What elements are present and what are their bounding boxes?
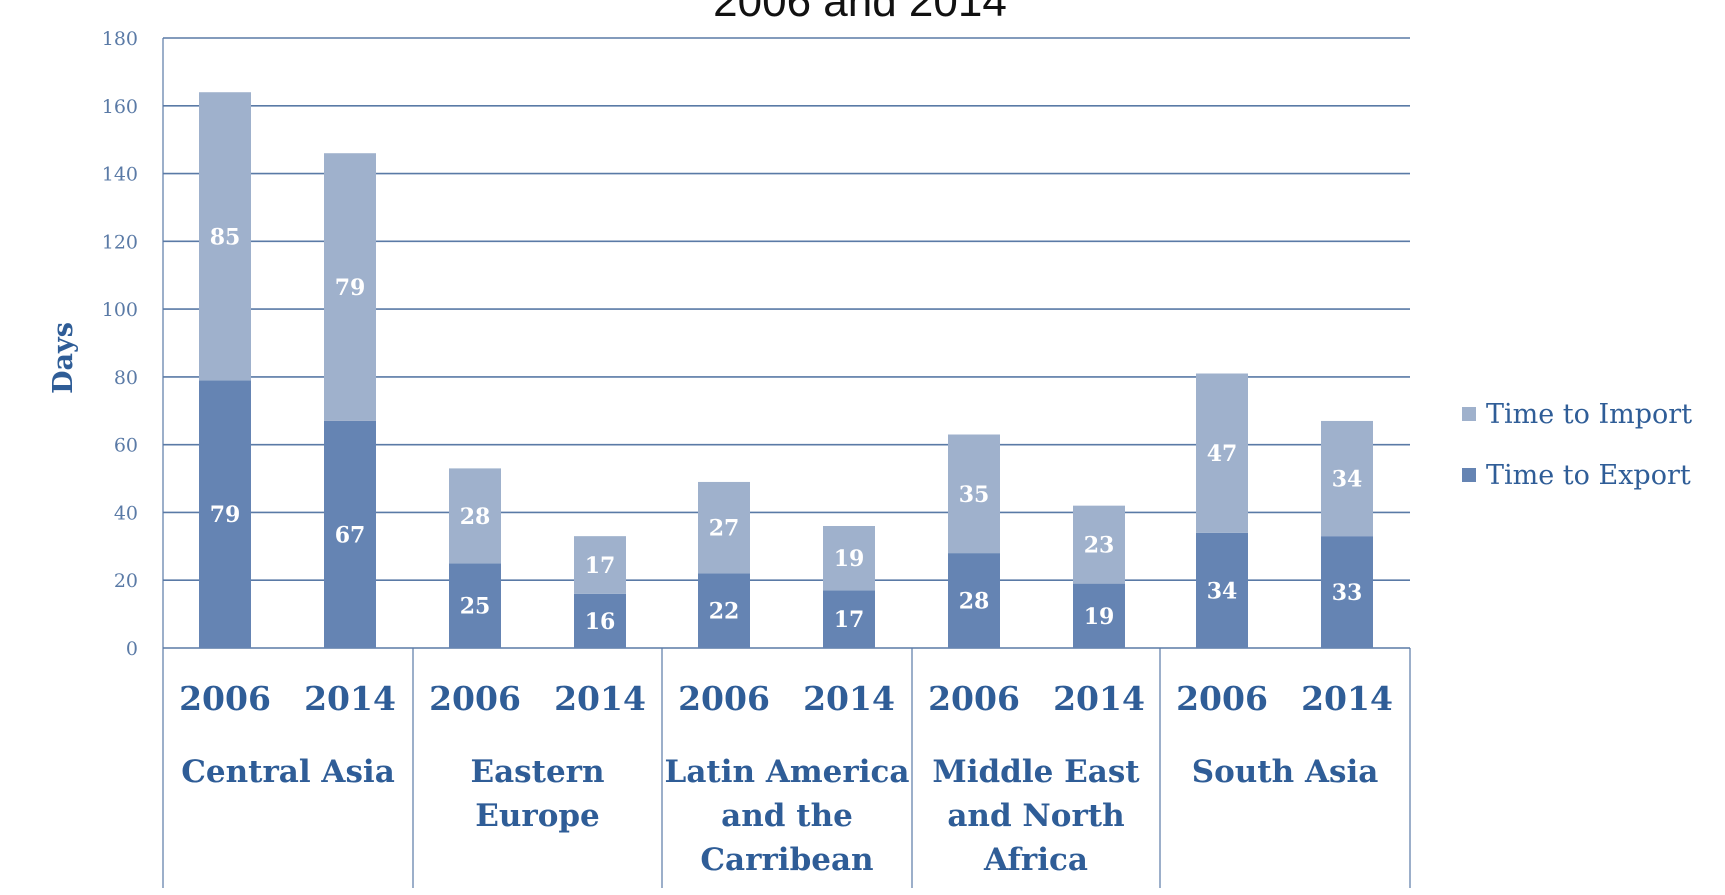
data-label-import: 19	[834, 546, 865, 572]
x-tick-year: 2006	[1176, 679, 1268, 718]
x-group-label: Carribean	[700, 842, 873, 878]
x-tick-year: 2014	[803, 679, 895, 718]
x-group-label: Middle East	[932, 754, 1140, 790]
data-label-import: 47	[1207, 441, 1238, 467]
legend-swatch	[1462, 468, 1476, 482]
x-tick-year: 2014	[554, 679, 646, 718]
x-tick-year: 2014	[1301, 679, 1393, 718]
x-tick-year: 2006	[928, 679, 1020, 718]
y-tick-label: 60	[114, 435, 138, 457]
y-tick-label: 80	[114, 367, 138, 389]
x-group-label: Africa	[983, 842, 1088, 878]
data-label-import: 35	[959, 482, 990, 508]
y-tick-label: 180	[102, 28, 138, 50]
x-group-label: and North	[947, 798, 1124, 834]
data-label-export: 28	[959, 589, 990, 615]
data-label-import: 17	[585, 553, 616, 579]
data-label-export: 25	[460, 594, 491, 620]
y-tick-label: 0	[126, 638, 138, 660]
y-tick-label: 160	[102, 96, 138, 118]
data-label-export: 22	[709, 599, 740, 625]
data-label-import: 85	[210, 224, 241, 250]
data-label-import: 27	[709, 516, 740, 542]
legend-label: Time to Export	[1486, 460, 1691, 491]
data-label-import: 79	[335, 275, 366, 301]
data-label-import: 23	[1084, 533, 1115, 559]
x-group-label: Eastern	[470, 754, 604, 790]
x-tick-year: 2014	[1053, 679, 1145, 718]
data-label-import: 34	[1332, 467, 1363, 493]
y-tick-label: 40	[114, 502, 138, 524]
x-tick-year: 2014	[304, 679, 396, 718]
legend-swatch	[1462, 407, 1476, 421]
y-axis-label: Days	[48, 322, 79, 394]
x-group-label: South Asia	[1192, 754, 1379, 790]
chart-title: 2006 and 2014	[713, 0, 1007, 26]
x-tick-year: 2006	[429, 679, 521, 718]
y-tick-label: 20	[114, 570, 138, 592]
data-label-export: 67	[335, 522, 366, 548]
y-tick-label: 140	[102, 164, 138, 186]
data-label-export: 34	[1207, 578, 1238, 604]
data-label-import: 28	[460, 504, 491, 530]
y-tick-label: 120	[102, 231, 138, 253]
data-label-export: 16	[585, 609, 616, 635]
x-tick-year: 2006	[179, 679, 271, 718]
data-label-export: 33	[1332, 580, 1363, 606]
data-label-export: 19	[1084, 604, 1115, 630]
legend-label: Time to Import	[1486, 399, 1692, 430]
x-tick-year: 2006	[678, 679, 770, 718]
x-group-label: and the	[721, 798, 853, 834]
x-group-label: Central Asia	[181, 754, 395, 790]
x-group-label: Europe	[475, 798, 600, 834]
data-label-export: 79	[210, 502, 241, 528]
y-tick-label: 100	[102, 299, 138, 321]
data-label-export: 17	[834, 607, 865, 633]
x-group-label: Latin America	[665, 754, 910, 790]
